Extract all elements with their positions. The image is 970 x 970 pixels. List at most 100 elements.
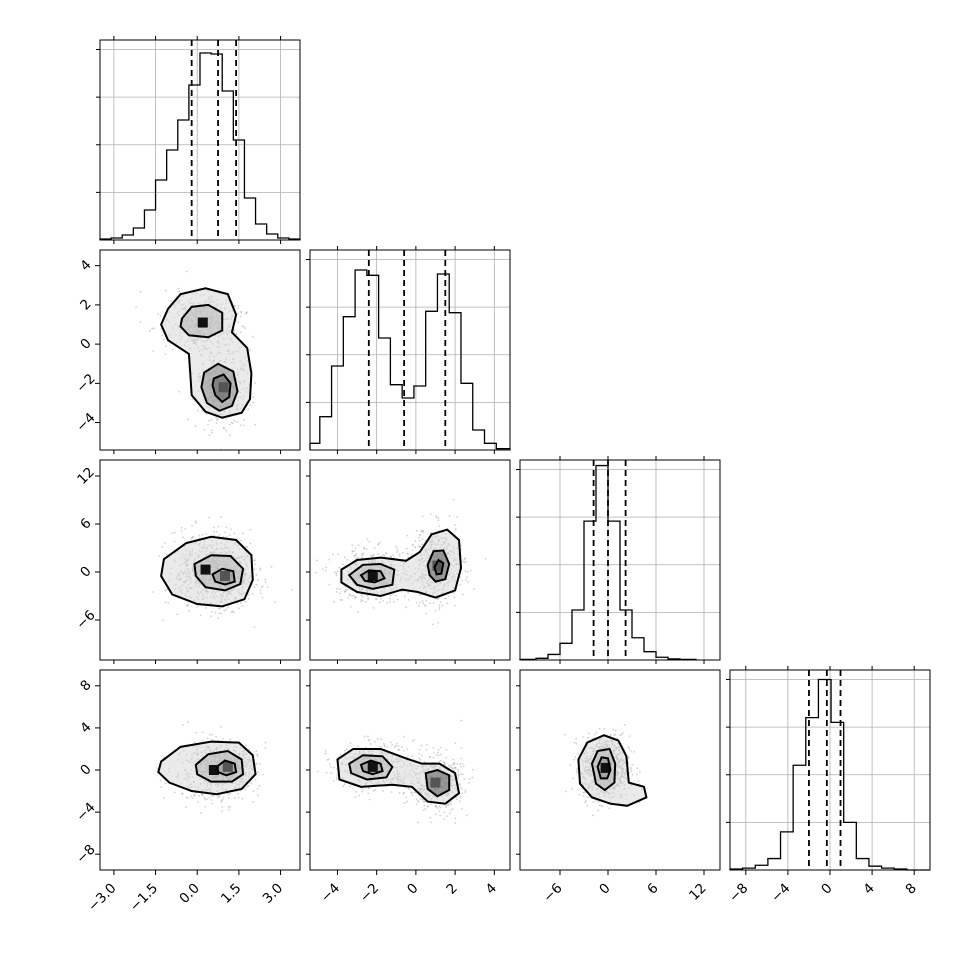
scatter-point [354, 554, 357, 557]
scatter-point [217, 617, 220, 619]
scatter-point [457, 773, 460, 776]
scatter-point [353, 555, 355, 558]
scatter-point [367, 597, 370, 600]
scatter-point [422, 809, 425, 811]
scatter-point [253, 626, 256, 628]
scatter-point [211, 802, 214, 805]
scatter-point [253, 559, 256, 562]
scatter-point [254, 382, 257, 384]
scatter-point [227, 606, 229, 609]
scatter-point [351, 550, 354, 553]
scatter-point [325, 771, 328, 774]
contour-line [215, 759, 238, 777]
scatter-point [418, 748, 421, 751]
scatter-point [432, 747, 435, 749]
scatter-point [190, 795, 192, 797]
scatter-point [253, 559, 256, 562]
scatter-point [418, 546, 421, 548]
scatter-point [465, 814, 468, 817]
scatter-point [330, 765, 332, 768]
scatter-point [218, 795, 221, 798]
scatter-point [210, 418, 213, 421]
scatter-point [199, 812, 202, 814]
scatter-point [459, 796, 462, 798]
contour-line [426, 549, 451, 583]
scatter-point [438, 606, 441, 609]
contour-line [194, 750, 245, 783]
histogram-frame-p2 [519, 459, 721, 661]
scatter-point [361, 596, 364, 599]
scatter-point [242, 418, 245, 421]
scatter-point [422, 529, 425, 532]
scatter-point [361, 790, 364, 793]
scatter-point [242, 424, 245, 427]
scatter-point [422, 602, 425, 605]
scatter-point [454, 767, 457, 769]
scatter-point [465, 579, 467, 582]
scatter-point [464, 791, 467, 793]
scatter-point [176, 613, 179, 616]
scatter-point [434, 609, 437, 612]
scatter-point [603, 727, 606, 730]
scatter-point [357, 745, 359, 748]
scatter-point [361, 594, 363, 596]
scatter-point [458, 800, 461, 803]
scatter-point [419, 539, 421, 542]
scatter-point [197, 801, 200, 804]
scatter-point [368, 798, 371, 801]
scatter-point [139, 290, 142, 293]
scatter-point [385, 552, 387, 554]
scatter-point [445, 815, 448, 818]
scatter-point [429, 531, 432, 534]
scatter-point [437, 749, 440, 751]
scatter-point [367, 792, 370, 795]
scatter-point [379, 541, 382, 544]
scatter-point [187, 796, 190, 799]
scatter-point [457, 770, 460, 773]
scatter-point [445, 806, 448, 809]
scatter-point [398, 555, 401, 557]
scatter-point [227, 797, 230, 799]
scatter-point [428, 602, 431, 605]
scatter-point [411, 793, 414, 796]
scatter-point [223, 427, 226, 430]
scatter-point [354, 547, 357, 550]
scatter-point [349, 605, 352, 608]
scatter-point [343, 590, 346, 593]
scatter-point [173, 540, 176, 543]
scatter-point [467, 781, 470, 784]
scatter-point [457, 774, 460, 777]
scatter-point [214, 611, 217, 614]
scatter-point [451, 767, 454, 770]
scatter-point [421, 538, 424, 541]
scatter-point [408, 788, 411, 791]
scatter-point [461, 579, 463, 582]
scatter-point [465, 560, 467, 563]
scatter-point [174, 791, 176, 794]
scatter-point [425, 599, 428, 602]
scatter-point [443, 811, 446, 814]
scatter-point [470, 569, 472, 572]
scatter-point [253, 568, 256, 571]
scatter-point [207, 423, 209, 426]
scatter-point [429, 755, 432, 758]
scatter-point [386, 746, 389, 748]
scatter-point [251, 592, 254, 595]
scatter-point [442, 818, 445, 820]
contour-line [348, 754, 394, 781]
scatter-point [351, 544, 354, 547]
scatter-point [438, 524, 440, 527]
scatter-point [221, 810, 224, 813]
scatter-point [352, 594, 355, 597]
scatter-point [225, 418, 228, 421]
scatter-point [394, 744, 397, 747]
scatter-point [415, 530, 418, 532]
scatter-point [240, 310, 242, 313]
scatter-point [418, 601, 421, 604]
scatter-point [450, 809, 452, 812]
scatter-point [208, 796, 211, 799]
scatter-point [464, 570, 467, 573]
scatter-point [241, 797, 244, 800]
scatter-point [444, 597, 447, 600]
scatter-point [412, 544, 414, 547]
